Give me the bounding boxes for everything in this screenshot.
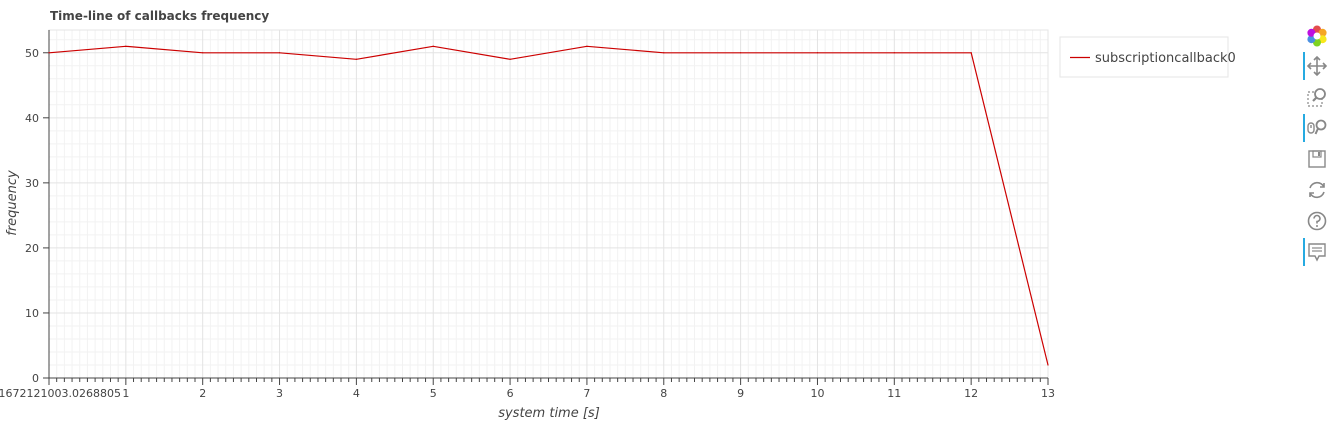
series-line-subscriptioncallback0 — [48, 45, 1049, 366]
minor-grid — [49, 30, 1048, 378]
y-tick-label: 10 — [25, 307, 39, 320]
y-tick-label: 0 — [32, 372, 39, 385]
x-tick-label: 10 — [810, 387, 824, 400]
data-point — [1047, 364, 1049, 366]
y-tick-label: 20 — [25, 242, 39, 255]
chart-title: Time-line of callbacks frequency — [50, 9, 269, 23]
y-axis: 0 10 20 30 40 50 — [25, 30, 50, 385]
data-point — [970, 52, 972, 54]
x-tick-label: 2 — [199, 387, 206, 400]
x-tick-label: 4 — [353, 387, 360, 400]
x-tick-label: 7 — [583, 387, 590, 400]
help-icon — [1307, 211, 1327, 231]
x-tick-label: 12 — [964, 387, 978, 400]
x-axis-label: system time [s] — [498, 406, 600, 421]
x-tick-label: 11 — [887, 387, 901, 400]
data-point — [740, 52, 742, 54]
bokeh-logo-icon — [1307, 25, 1327, 47]
data-point — [202, 52, 204, 54]
data-point — [278, 52, 281, 54]
save-icon — [1308, 150, 1326, 168]
x-tick-label: 3 — [276, 387, 283, 400]
y-tick-label: 30 — [25, 177, 39, 190]
box-zoom-icon — [1307, 88, 1326, 107]
data-point — [663, 52, 665, 54]
hover-tool[interactable] — [1300, 238, 1333, 266]
x-tick-label: 1 — [122, 387, 129, 400]
data-point — [432, 45, 434, 47]
x-tick-label: 6 — [507, 387, 514, 400]
data-point — [355, 58, 357, 60]
reset-icon — [1309, 181, 1325, 199]
x-tick-label: 5 — [430, 387, 437, 400]
bokeh-logo[interactable] — [1300, 22, 1333, 50]
wheel-zoom-tool[interactable] — [1300, 114, 1333, 142]
data-point — [125, 45, 127, 47]
x-tick-label: 13 — [1041, 387, 1055, 400]
legend[interactable]: subscriptioncallback0 — [1059, 36, 1236, 78]
y-axis-label: frequency — [5, 170, 20, 236]
y-tick-label: 40 — [25, 112, 39, 125]
data-point — [509, 58, 511, 60]
x-tick-label: 0+1672121003.0268805 — [0, 387, 121, 400]
pan-tool[interactable] — [1300, 52, 1333, 80]
save-tool[interactable] — [1300, 145, 1333, 173]
data-point — [816, 52, 819, 54]
y-tick-label: 50 — [25, 47, 39, 60]
series-layer — [48, 45, 1049, 366]
legend-item-label: subscriptioncallback0 — [1095, 51, 1236, 66]
hover-icon — [1308, 243, 1326, 262]
reset-tool[interactable] — [1300, 176, 1333, 204]
data-point — [893, 52, 895, 54]
pan-icon — [1306, 55, 1328, 77]
x-tick-label: 8 — [660, 387, 667, 400]
data-point — [48, 52, 50, 54]
wheel-zoom-icon — [1307, 119, 1327, 135]
chart: Time-line of callbacks frequency 0+16721… — [0, 9, 1236, 421]
data-point — [586, 45, 588, 47]
help-tool[interactable] — [1300, 207, 1333, 235]
x-tick-label: 9 — [737, 387, 744, 400]
box-zoom-tool[interactable] — [1300, 83, 1333, 111]
